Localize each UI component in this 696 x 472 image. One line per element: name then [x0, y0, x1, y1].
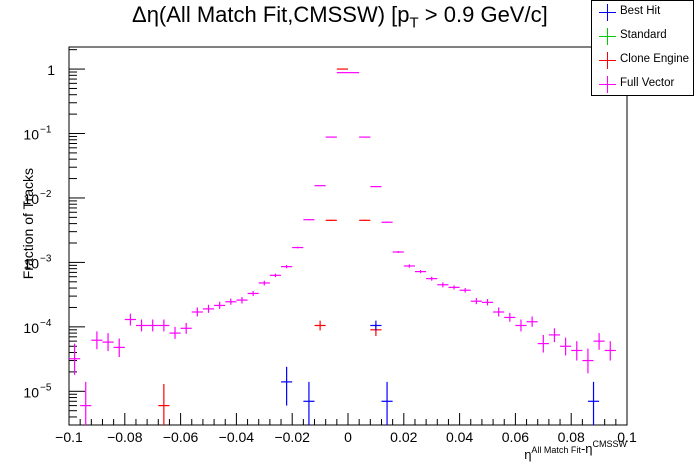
series-clone-engine [158, 68, 382, 425]
data-point [303, 219, 315, 221]
x-tick-label: −0.04 [219, 429, 255, 445]
data-point [515, 319, 527, 332]
data-point [303, 381, 315, 425]
data-point [169, 326, 181, 339]
data-point [147, 319, 159, 332]
data-point [325, 219, 337, 221]
data-point [292, 246, 304, 249]
data-point [91, 331, 103, 350]
x-axis-label-part: η [524, 447, 531, 462]
data-point [281, 366, 293, 406]
x-tick-label: 0.02 [390, 429, 417, 445]
data-point [459, 288, 471, 293]
legend-item-full-vector: Full Vector [592, 73, 693, 96]
data-point [587, 381, 600, 425]
data-point [504, 312, 516, 322]
x-tick-label: 0.04 [446, 429, 473, 445]
y-tick-label: 10 [23, 191, 39, 207]
y-tick-exponent: −4 [40, 318, 52, 329]
page-title: Δη(All Match Fit,CMSSW) [pT > 0.9 GeV/c] [132, 2, 548, 32]
y-tick-exponent: −1 [40, 125, 52, 136]
data-point [191, 307, 203, 317]
legend-item-standard: Standard [592, 25, 693, 48]
data-point [426, 276, 438, 281]
legend-marker-icon [599, 28, 616, 45]
data-point [269, 273, 282, 278]
x-axis-label-part: -η [581, 441, 593, 456]
x-axis-label: ηAll Match Fit-ηCMSSW [524, 439, 627, 462]
legend-label: Full Vector [620, 77, 675, 89]
legend-label: Standard [620, 29, 667, 41]
y-tick-exponent: −5 [40, 382, 52, 393]
data-point [258, 280, 270, 286]
y-tick-exponent: −2 [40, 189, 52, 200]
data-point [158, 319, 170, 332]
y-tick-label: 10 [23, 384, 39, 400]
data-point [414, 270, 427, 274]
data-point [448, 285, 460, 290]
data-point [180, 322, 192, 334]
y-tick-label: 10 [23, 255, 39, 271]
legend-marker-icon [599, 52, 616, 69]
x-tick-label: −0.08 [107, 429, 143, 445]
data-point [481, 299, 494, 306]
data-point [537, 334, 549, 353]
data-point [314, 320, 326, 331]
data-point [69, 343, 81, 375]
x-tick-label: −0.06 [163, 429, 199, 445]
plot-frame [68, 46, 628, 426]
data-point [214, 301, 226, 309]
series-full-vector [69, 72, 616, 425]
data-point [470, 298, 482, 305]
y-tick-exponent: −3 [40, 253, 52, 264]
x-tick-label: 0.08 [558, 429, 585, 445]
data-point [247, 291, 259, 297]
y-tick-label: 10 [23, 127, 39, 143]
x-tick-label: −0.1 [55, 429, 83, 445]
data-point [403, 264, 415, 268]
series-best-hit [281, 320, 600, 425]
legend-label: Clone Engine [620, 53, 690, 65]
x-tick-label: 0.1 [617, 429, 637, 445]
data-point [571, 341, 583, 361]
data-point [124, 313, 136, 326]
data-point [158, 383, 170, 425]
data-point [80, 381, 92, 425]
data-point [225, 298, 237, 305]
data-point [526, 316, 538, 327]
data-point [548, 328, 561, 343]
data-point [236, 297, 248, 304]
data-point [593, 333, 605, 350]
data-point [370, 320, 382, 331]
legend-marker-icon [599, 76, 616, 93]
legend-item-best-hit: Best Hit [592, 1, 693, 24]
data-point [392, 251, 404, 253]
x-axis-label-part: CMSSW [593, 439, 628, 449]
x-tick-label: −0.02 [274, 429, 310, 445]
legend-marker-icon [599, 4, 616, 21]
data-point [604, 341, 616, 361]
legend-item-clone-engine: Clone Engine [592, 49, 693, 72]
x-tick-label: 0.06 [502, 429, 529, 445]
data-point [135, 319, 148, 332]
y-tick-label: 10 [23, 320, 39, 336]
x-axis-label-part: All Match Fit [531, 445, 581, 455]
data-point [582, 348, 594, 374]
legend-label: Best Hit [620, 5, 661, 17]
data-point [493, 307, 505, 317]
data-point [381, 221, 393, 223]
data-point [102, 333, 114, 352]
legend: Best Hit Standard Clone Engine Full Vect… [591, 0, 694, 96]
data-point [113, 338, 125, 358]
data-point [381, 381, 393, 425]
x-tick-label: 0 [344, 429, 352, 445]
y-tick-label: 1 [47, 62, 55, 78]
data-point [359, 219, 371, 221]
data-point [281, 265, 293, 269]
data-point [560, 337, 572, 356]
data-point [202, 304, 215, 313]
data-point [437, 282, 449, 288]
